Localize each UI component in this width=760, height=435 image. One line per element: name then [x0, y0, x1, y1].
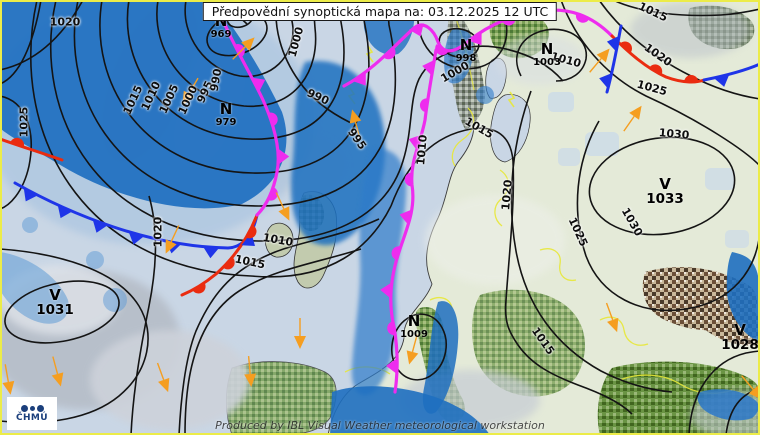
occluded-front-symbol — [408, 23, 424, 37]
warm-front-symbol — [684, 74, 699, 83]
occluded-front-symbol — [408, 134, 422, 150]
occluded-front-symbol — [383, 47, 396, 60]
wind-arrow — [156, 362, 170, 393]
wind-arrow — [623, 105, 642, 132]
isobar-label: 1010 — [414, 134, 430, 166]
wind-arrow-layer — [2, 37, 760, 400]
chmu-logo-icon — [20, 404, 44, 412]
pressure-center-low: N 1003 — [533, 40, 561, 68]
credit-text: Produced by IBL Visual Weather meteorolo… — [215, 419, 545, 432]
cold-front — [702, 62, 760, 82]
warm-front-symbol — [619, 41, 632, 54]
cold-front-symbol — [203, 246, 220, 259]
wind-arrow — [275, 192, 290, 221]
occluded-front-symbol — [468, 31, 482, 46]
chmu-logo: ČHMÚ — [7, 397, 57, 430]
wind-arrow — [51, 356, 64, 387]
occluded-front-symbol — [391, 246, 401, 260]
wind-arrow — [182, 77, 199, 105]
occluded-front-symbol — [380, 282, 392, 299]
cold-front-symbol — [713, 74, 730, 87]
wind-arrow — [232, 37, 255, 60]
occluded-front-symbol — [422, 59, 435, 76]
pressure-center-low: N 1009 — [400, 312, 428, 340]
isobar-label: 1020 — [499, 179, 515, 211]
isobar-label: 1030 — [658, 126, 690, 142]
pressure-center-high: V 1033 — [646, 175, 684, 207]
warm-front-symbol — [222, 257, 235, 270]
occluded-front — [213, 0, 280, 217]
wind-arrow — [165, 225, 180, 254]
occluded-front-symbol — [234, 44, 245, 58]
cold-front-symbol — [599, 73, 612, 89]
occluded-front-symbol — [268, 112, 278, 127]
wind-arrow — [605, 302, 619, 333]
pressure-center-high: V 1028 — [721, 321, 759, 353]
pressure-center-low: N 998 — [455, 36, 477, 64]
cold-front-symbol — [92, 219, 108, 233]
warm-front-symbol — [192, 282, 206, 294]
warm-front-symbol — [246, 225, 257, 239]
isobar-label: 1020 — [49, 15, 81, 29]
wind-arrow — [589, 48, 610, 73]
occluded-front-symbol — [268, 187, 278, 201]
warm-front — [180, 213, 259, 297]
occluded-front-symbol — [278, 148, 290, 165]
wind-arrow — [406, 334, 419, 365]
warm-front — [0, 137, 64, 162]
pressure-center-low: N 979 — [215, 100, 237, 128]
occluded-front-symbol — [387, 321, 396, 336]
map-title: Předpovědní synoptická mapa na: 03.12.20… — [202, 2, 558, 21]
warm-front-symbol — [649, 64, 663, 75]
wind-arrow — [294, 318, 306, 349]
isobar-label: 1025 — [17, 106, 31, 138]
cold-front-symbol — [57, 204, 73, 219]
wind-arrow — [2, 364, 15, 395]
occluded-front-symbol — [435, 44, 448, 56]
cold-front-symbol — [23, 187, 38, 202]
occluded-front-symbol — [251, 77, 266, 92]
occluded-front-symbol — [404, 172, 412, 187]
pressure-center-high: V 1031 — [36, 286, 74, 318]
cold-front-symbol — [606, 35, 620, 52]
isobar-label: 1020 — [151, 216, 165, 248]
front-layer — [0, 0, 760, 394]
warm-front-symbol — [10, 137, 25, 148]
occluded-front-symbol — [352, 71, 366, 86]
chmu-logo-text: ČHMÚ — [15, 412, 48, 423]
occluded-front-symbol — [399, 209, 413, 225]
wind-arrow — [244, 355, 257, 387]
wind-arrow — [349, 109, 362, 140]
cold-front-symbol — [128, 231, 145, 245]
occluded-front-symbol — [575, 12, 590, 23]
occluded-front-symbol — [420, 98, 428, 113]
occluded-front-symbol — [386, 358, 398, 375]
